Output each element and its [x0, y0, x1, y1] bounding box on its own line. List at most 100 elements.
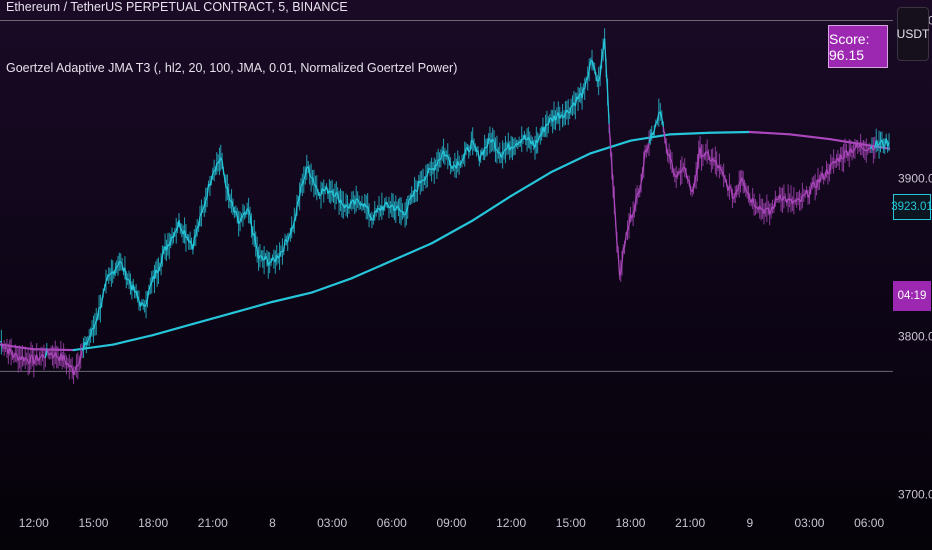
x-tick-label: 06:00: [377, 516, 407, 530]
currency-button[interactable]: USDT: [897, 7, 929, 61]
price-segment: [0, 340, 2, 343]
price-segment: [120, 261, 123, 265]
price-segment: [224, 178, 227, 189]
price-segment: [746, 191, 749, 195]
price-segment: [688, 180, 692, 191]
price-segment: [885, 138, 889, 147]
price-segment: [132, 284, 136, 293]
moving-average-segment: [430, 220, 473, 245]
moving-average-segment: [708, 130, 751, 134]
price-segment: [153, 269, 157, 280]
price-segment: [851, 150, 855, 154]
price-segment: [472, 141, 475, 145]
price-segment: [720, 169, 723, 172]
price-segment: [866, 149, 868, 152]
price-segment: [197, 215, 201, 227]
x-tick-label: 06:00: [854, 516, 884, 530]
price-segment: [628, 214, 632, 226]
price-segment: [136, 296, 140, 301]
price-segment: [426, 168, 430, 176]
price-segment: [266, 258, 269, 266]
price-segment: [145, 299, 149, 305]
price-segment: [605, 67, 609, 93]
price-segment: [249, 215, 253, 226]
price-segment: [745, 189, 748, 193]
price-segment: [503, 149, 506, 152]
price-segment: [877, 144, 880, 147]
price-segment: [316, 187, 319, 194]
price-segment: [295, 205, 298, 218]
price-segment: [493, 141, 497, 150]
price-segment: [691, 188, 695, 192]
price-segment: [297, 196, 301, 202]
price-segment: [639, 183, 642, 192]
price-segment: [202, 206, 205, 210]
price-segment: [685, 173, 689, 180]
indicator-legend[interactable]: Goertzel Adaptive JMA T3 (, hl2, 20, 100…: [6, 61, 458, 75]
price-segment: [855, 143, 859, 148]
price-segment: [626, 225, 630, 231]
price-segment: [81, 347, 85, 352]
price-segment: [72, 370, 76, 376]
price-segment: [468, 150, 471, 153]
price-segment: [461, 158, 464, 162]
price-segment: [389, 204, 393, 208]
price-segment: [97, 307, 100, 318]
price-segment: [255, 243, 258, 250]
moving-average-segment: [271, 291, 314, 303]
price-segment: [293, 217, 297, 221]
price-segment: [288, 234, 291, 237]
price-segment: [764, 207, 768, 211]
price-segment: [821, 172, 825, 180]
price-segment: [369, 216, 373, 221]
moving-average-segment: [748, 130, 791, 136]
price-segment: [613, 200, 617, 221]
price-segment: [341, 203, 344, 206]
price-segment: [103, 281, 107, 288]
price-segment: [620, 263, 623, 272]
price-segment: [834, 160, 838, 164]
price-segment: [547, 118, 551, 125]
price-segment: [665, 145, 669, 156]
price-segment: [469, 140, 473, 151]
price-segment: [348, 203, 352, 209]
price-segment: [331, 190, 335, 197]
y-tick-label: 3900.00: [898, 172, 932, 186]
price-segment: [588, 61, 592, 70]
price-segment: [412, 189, 416, 197]
price-segment: [687, 179, 690, 182]
price-segment: [706, 151, 710, 155]
price-segment: [609, 147, 613, 166]
price-segment: [382, 204, 386, 211]
price-segment: [652, 130, 655, 135]
price-segment: [9, 347, 12, 353]
price-segment: [277, 255, 281, 259]
price-segment: [591, 60, 594, 67]
price-segment: [473, 144, 476, 149]
price-segment: [818, 176, 822, 183]
x-tick-label: 15:00: [78, 516, 108, 530]
price-segment: [357, 199, 360, 203]
price-segment: [385, 201, 389, 206]
price-segment: [608, 123, 612, 148]
moving-average-segment: [350, 259, 393, 280]
price-segment: [448, 159, 452, 166]
x-tick-label: 03:00: [794, 516, 824, 530]
price-segment: [165, 244, 169, 251]
price-segment: [222, 170, 226, 179]
price-segment: [500, 154, 504, 158]
score-badge: Score: 96.15: [828, 25, 888, 68]
price-segment: [303, 175, 306, 180]
price-segment: [92, 324, 96, 330]
price-segment: [44, 349, 48, 358]
price-segment: [272, 257, 275, 260]
x-tick-label: 15:00: [556, 516, 586, 530]
price-segment: [414, 189, 417, 192]
price-segment: [672, 172, 676, 176]
price-segment: [741, 177, 744, 183]
price-segment: [135, 290, 139, 297]
price-segment: [289, 227, 293, 235]
price-segment: [314, 185, 318, 189]
price-segment: [477, 150, 480, 162]
